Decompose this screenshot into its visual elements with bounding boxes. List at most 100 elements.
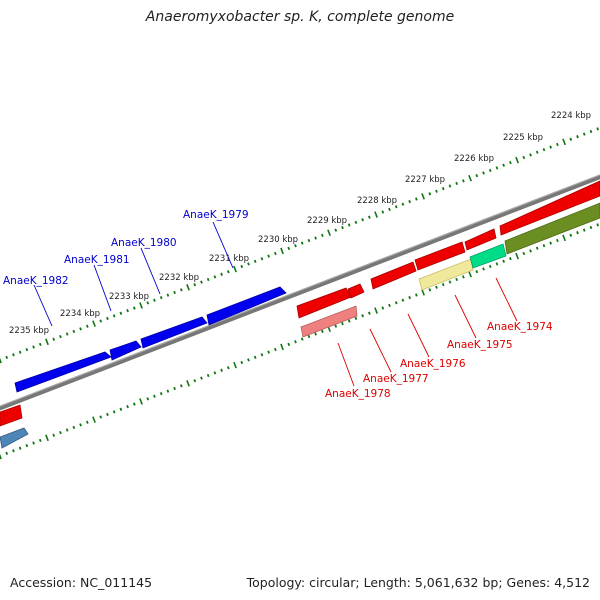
tick-mark — [166, 389, 170, 393]
genome-backbone — [0, 174, 600, 411]
scale-tick-label: 2226 kbp — [454, 154, 494, 164]
leader-AnaeK_1980 — [140, 247, 161, 295]
tick-mark — [45, 434, 49, 442]
tick-mark — [347, 223, 351, 227]
gene-AnaeK_1980[interactable] — [140, 316, 208, 349]
gene-label-AnaeK_1979[interactable]: AnaeK_1979 — [183, 209, 249, 221]
gene-AnaeK_1977[interactable] — [300, 305, 358, 338]
gene-AnaeK_1976[interactable] — [347, 283, 365, 299]
scale-tick-label: 2233 kbp — [109, 292, 149, 302]
gene-AnaeK_1974[interactable] — [469, 243, 507, 269]
upper-tick-track — [0, 127, 600, 364]
gene-left-edge-red[interactable] — [0, 404, 23, 427]
tick-mark — [576, 135, 579, 139]
tick-mark — [267, 254, 270, 258]
tick-mark — [79, 327, 82, 331]
tick-mark — [495, 166, 499, 170]
gene-AnaeK_1975[interactable] — [418, 258, 474, 291]
tick-mark — [233, 361, 237, 369]
tick-mark — [596, 127, 600, 131]
tick-mark — [12, 449, 15, 453]
tick-mark — [502, 259, 506, 263]
tick-mark — [186, 380, 190, 387]
gene-AnaeK_1979[interactable] — [206, 286, 287, 326]
tick-mark — [260, 353, 264, 357]
tick-mark — [5, 355, 9, 360]
tick-mark — [556, 238, 559, 243]
tick-mark — [132, 402, 136, 406]
tick-mark — [173, 386, 176, 391]
tick-mark — [549, 145, 553, 149]
tick-mark — [300, 337, 304, 341]
tick-mark — [273, 347, 277, 352]
tick-mark — [32, 441, 35, 445]
tick-mark — [368, 311, 371, 315]
tick-mark — [435, 189, 438, 193]
leader-AnaeK_1975 — [454, 294, 477, 339]
tick-mark — [159, 296, 163, 300]
genome-summary-text: Topology: circular; Length: 5,061,632 bp… — [246, 575, 590, 590]
reverse-strand-genes — [0, 180, 600, 449]
tick-mark — [542, 244, 546, 248]
gene-olive-right[interactable] — [504, 202, 600, 255]
tick-mark — [213, 371, 217, 375]
tick-mark — [374, 307, 378, 314]
gene-AnaeK_1981[interactable] — [109, 340, 142, 361]
tick-mark — [361, 218, 364, 222]
gene-label-AnaeK_1975[interactable]: AnaeK_1975 — [447, 339, 513, 351]
gene-red-1[interactable] — [370, 261, 417, 290]
gene-red-3[interactable] — [464, 228, 497, 251]
tick-mark — [206, 373, 210, 378]
tick-mark — [119, 407, 123, 411]
gene-red-2[interactable] — [414, 241, 466, 271]
tick-mark — [482, 267, 485, 271]
tick-mark — [368, 215, 371, 219]
tick-mark — [576, 231, 579, 235]
tick-mark — [468, 174, 472, 182]
gene-label-AnaeK_1974[interactable]: AnaeK_1974 — [487, 321, 553, 333]
tick-mark — [515, 252, 519, 260]
tick-mark — [65, 428, 69, 432]
tick-mark — [596, 223, 600, 227]
gene-label-AnaeK_1980[interactable]: AnaeK_1980 — [111, 237, 177, 249]
tick-mark — [354, 316, 358, 321]
tick-mark — [92, 320, 96, 327]
tick-mark — [287, 246, 291, 250]
tick-mark — [240, 264, 244, 269]
gene-label-AnaeK_1981[interactable]: AnaeK_1981 — [64, 254, 130, 266]
tick-mark — [327, 229, 331, 237]
tick-mark — [428, 288, 432, 292]
tick-mark — [126, 309, 129, 313]
tick-mark — [52, 337, 56, 341]
tick-mark — [361, 314, 364, 318]
gene-left-edge-steelblue[interactable] — [0, 427, 29, 449]
gene-label-AnaeK_1976[interactable]: AnaeK_1976 — [400, 358, 466, 370]
tick-mark — [569, 137, 573, 141]
tick-mark — [314, 236, 317, 240]
gene-label-AnaeK_1982[interactable]: AnaeK_1982 — [3, 275, 69, 287]
tick-mark — [515, 156, 519, 164]
tick-mark — [320, 233, 324, 237]
tick-mark — [52, 433, 56, 437]
gene-label-AnaeK_1977[interactable]: AnaeK_1977 — [363, 373, 429, 385]
leader-AnaeK_1982 — [33, 284, 53, 327]
tick-mark — [106, 412, 109, 417]
tick-mark — [179, 384, 183, 388]
scale-tick-label: 2225 kbp — [503, 133, 543, 143]
lower-tick-track — [0, 223, 600, 460]
tick-mark — [99, 415, 103, 419]
tick-mark — [582, 228, 586, 232]
tick-mark — [509, 161, 512, 165]
gene-red-right[interactable] — [499, 180, 600, 236]
tick-mark — [200, 280, 203, 284]
scale-tick-label: 2234 kbp — [60, 309, 100, 319]
tick-mark — [193, 379, 197, 383]
tick-mark — [260, 257, 264, 261]
label-leaders — [33, 221, 518, 387]
tick-mark — [139, 398, 143, 405]
tick-mark — [59, 334, 62, 339]
tick-mark — [166, 293, 170, 297]
tick-mark — [334, 324, 338, 328]
gene-label-AnaeK_1978[interactable]: AnaeK_1978 — [325, 388, 391, 400]
tick-mark — [85, 324, 89, 328]
